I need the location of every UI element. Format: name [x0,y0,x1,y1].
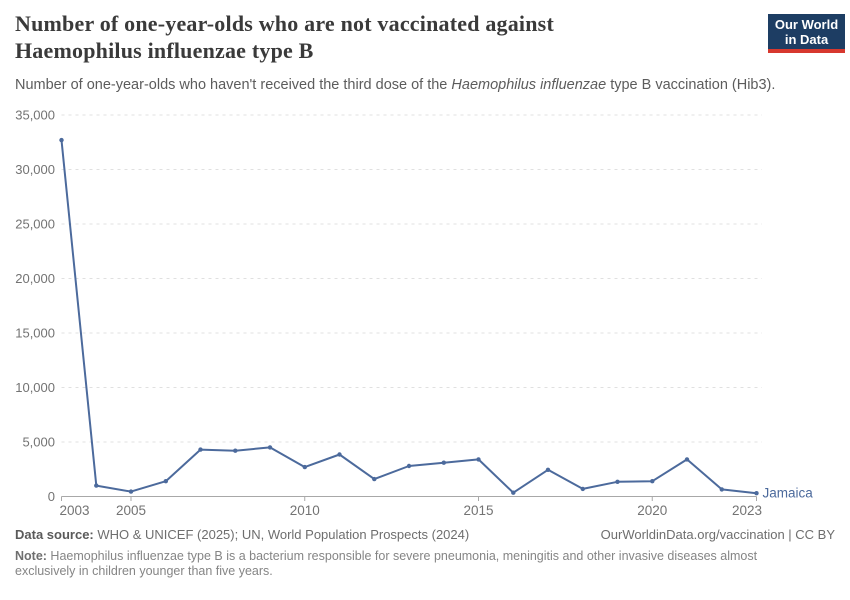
owid-logo[interactable]: Our World in Data [768,14,845,53]
data-point[interactable] [406,463,412,469]
subtitle-italic-text: Haemophilus influenzae [451,77,607,93]
entity-label[interactable]: Jamaica [763,486,814,501]
y-tick-label: 15,000 [15,326,55,341]
license-link[interactable]: OurWorldinData.org/vaccination | CC BY [600,527,835,542]
trend-line[interactable] [60,139,757,495]
chart-footer: Data source: WHO & UNICEF (2025); UN, Wo… [15,527,835,580]
x-tick-label: 2015 [463,503,493,518]
note-label: Note: [15,549,47,563]
y-tick-label: 20,000 [15,271,55,286]
data-point[interactable] [198,447,203,452]
x-tick-label: 2003 [60,503,90,518]
data-point[interactable] [233,448,238,453]
x-tick-label: 2023 [732,503,762,518]
data-point[interactable] [511,490,516,495]
y-tick-label: 0 [48,489,55,504]
data-point[interactable] [267,445,273,450]
chart-note: Note: Haemophilus influenzae type B is a… [15,549,797,580]
data-point[interactable] [650,479,655,484]
data-point[interactable] [128,489,134,494]
data-point[interactable] [302,464,307,470]
chart-subtitle: Number of one-year-olds who haven't rece… [15,77,775,93]
logo-line-1: Our World [774,17,839,32]
x-tick-label: 2010 [290,503,320,518]
data-point[interactable] [580,486,585,492]
data-point[interactable] [719,487,724,492]
data-point[interactable] [372,476,377,482]
data-point[interactable] [59,137,64,143]
data-source-label: Data source: [15,527,94,542]
note-text: Haemophilus influenzae type B is a bacte… [15,549,758,579]
data-point[interactable] [684,457,690,462]
data-point[interactable] [476,457,481,462]
data-point[interactable] [545,467,551,472]
data-point[interactable] [163,479,168,484]
y-tick-label: 5,000 [22,435,55,450]
title-line-1: Number of one-year-olds who are not vacc… [15,11,554,36]
page-title: Number of one-year-olds who are not vacc… [15,10,554,64]
data-source-text: WHO & UNICEF (2025); UN, World Populatio… [93,527,470,542]
y-tick-label: 35,000 [15,108,55,123]
subtitle-text: Number of one-year-olds who haven't rece… [15,77,452,93]
data-source: Data source: WHO & UNICEF (2025); UN, Wo… [15,527,469,542]
title-line-2: Haemophilus influenzae type B [15,38,314,63]
subtitle-suffix-text: type B vaccination (Hib3). [606,77,776,93]
data-point[interactable] [441,460,446,465]
data-point[interactable] [94,483,99,488]
logo-line-2: in Data [784,32,829,47]
y-tick-label: 30,000 [15,162,55,177]
x-tick-label: 2005 [116,503,146,518]
x-tick-label: 2020 [637,503,667,518]
data-point[interactable] [615,479,620,484]
y-tick-label: 10,000 [15,380,55,395]
data-point[interactable] [337,452,342,457]
y-tick-label: 25,000 [15,217,55,232]
data-point[interactable] [754,491,759,496]
